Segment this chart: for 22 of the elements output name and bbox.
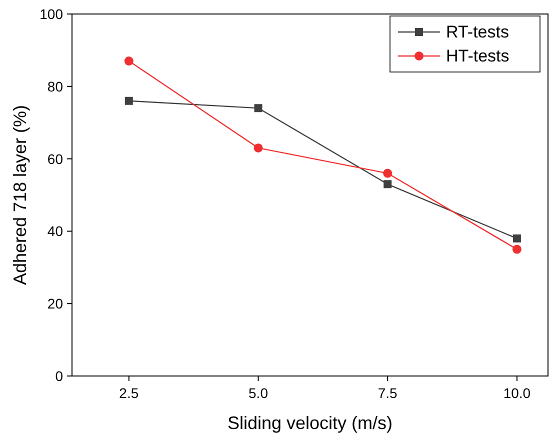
point (512, 244, 522, 254)
point (124, 96, 133, 105)
x-tick-label: 7.5 (378, 385, 398, 401)
x-tick-label: 2.5 (119, 385, 139, 401)
x-axis-title: Sliding velocity (m/s) (227, 413, 393, 433)
y-tick-label: 0 (55, 368, 64, 384)
y-tick-label: 60 (47, 150, 64, 167)
y-tick-label: 100 (40, 6, 64, 22)
point (254, 104, 262, 112)
point (384, 180, 392, 188)
y-tick-label: 80 (47, 78, 64, 94)
point (383, 168, 392, 178)
y-tick-label: 20 (47, 296, 64, 312)
y-axis-title: Adhered 718 layer (%) (10, 104, 30, 286)
point (254, 143, 263, 152)
point (512, 234, 521, 242)
y-tick-label: 40 (47, 223, 64, 240)
legend-label: RT-tests (446, 22, 509, 42)
point (124, 56, 134, 66)
x-tick-label: 10.0 (503, 385, 531, 401)
legend-label: HT-tests (446, 46, 510, 66)
x-tick-label: 5.0 (248, 385, 268, 401)
